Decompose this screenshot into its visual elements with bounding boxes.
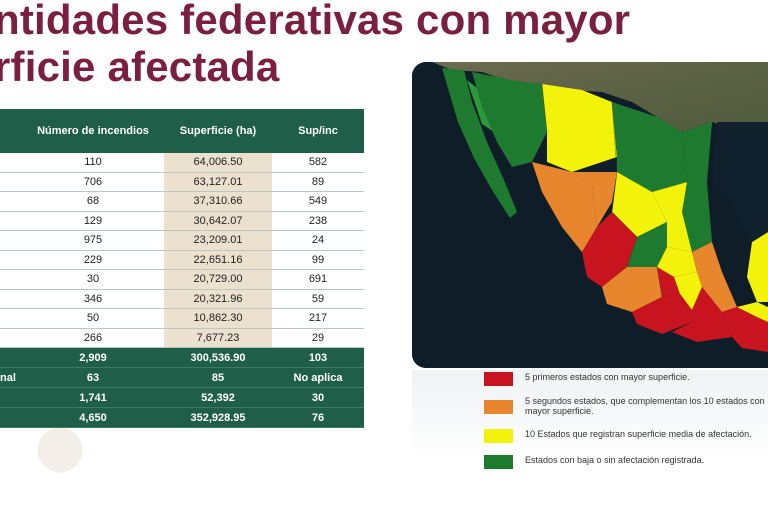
cell-incendios: 706 — [22, 172, 164, 192]
totals-incendios: 2,909 — [22, 347, 164, 368]
cell-incendios: 50 — [22, 308, 164, 329]
table-row: 346 20,321.96 59 — [0, 289, 364, 309]
legend-text-medium: 10 Estados que registran superficie medi… — [525, 429, 752, 439]
cell-superficie: 64,006.50 — [164, 153, 272, 173]
table-row: 30 20,729.00 691 — [0, 269, 364, 290]
totals-row: 1,741 52,392 30 — [0, 387, 364, 408]
totals-supinc: 103 — [272, 347, 364, 368]
totals-incendios: 63 — [22, 367, 164, 388]
legend-swatch-red — [484, 372, 513, 386]
cell-superficie: 37,310.66 — [164, 191, 272, 212]
totals-supinc: 76 — [272, 407, 364, 428]
cell-superficie: 63,127.01 — [164, 172, 272, 192]
mexico-map-graphic — [412, 62, 768, 368]
totals-incendios: 4,650 — [22, 407, 164, 428]
table-row: 129 30,642.07 238 — [0, 211, 364, 231]
cell-incendios: 975 — [22, 230, 164, 251]
cell-supinc: 549 — [272, 191, 364, 212]
legend-text-next5: 5 segundos estados, que complementan los… — [525, 396, 765, 416]
totals-incendios: 1,741 — [22, 387, 164, 408]
totals-label — [0, 387, 22, 408]
legend-swatch-orange — [484, 400, 513, 414]
table-row: 110 64,006.50 582 — [0, 153, 364, 173]
totals-supinc: No aplica — [272, 367, 364, 388]
cell-incendios: 266 — [22, 328, 164, 348]
cell-supinc: 238 — [272, 211, 364, 231]
totals-label — [0, 347, 22, 368]
cell-incendios: 229 — [22, 250, 164, 270]
table-header-row: Número de incendios Superficie (ha) Sup/… — [0, 109, 364, 153]
totals-label — [0, 407, 22, 428]
table-row: 975 23,209.01 24 — [0, 230, 364, 251]
totals-supinc: 30 — [272, 387, 364, 408]
cell-incendios: 129 — [22, 211, 164, 231]
cell-incendios: 30 — [22, 269, 164, 290]
cell-supinc: 691 — [272, 269, 364, 290]
title-line-2: rficie afectada — [0, 43, 280, 90]
cell-supinc: 89 — [272, 172, 364, 192]
table-row: 706 63,127.01 89 — [0, 172, 364, 192]
totals-superficie: 52,392 — [164, 387, 272, 408]
cell-incendios: 110 — [22, 153, 164, 173]
table-row: 50 10,862.30 217 — [0, 308, 364, 329]
header-superficie: Superficie (ha) — [164, 109, 272, 153]
legend-text-top5: 5 primeros estados con mayor superficie. — [525, 372, 690, 382]
cell-superficie: 20,729.00 — [164, 269, 272, 290]
map-reflection — [412, 370, 768, 460]
totals-label: nal — [0, 367, 22, 388]
mexico-map — [412, 62, 768, 368]
cell-supinc: 24 — [272, 230, 364, 251]
cell-superficie: 22,651.16 — [164, 250, 272, 270]
totals-row: 2,909 300,536.90 103 — [0, 347, 364, 368]
cell-supinc: 29 — [272, 328, 364, 348]
cell-superficie: 30,642.07 — [164, 211, 272, 231]
table-row: 266 7,677.23 29 — [0, 328, 364, 348]
legend-text-low: Estados con baja o sin afectación regist… — [525, 455, 705, 465]
cell-superficie: 20,321.96 — [164, 289, 272, 309]
header-incendios: Número de incendios — [22, 109, 164, 153]
cell-incendios: 346 — [22, 289, 164, 309]
legend-item-top5: 5 primeros estados con mayor superficie. — [484, 372, 765, 386]
totals-superficie: 352,928.95 — [164, 407, 272, 428]
cell-supinc: 59 — [272, 289, 364, 309]
table-row: 229 22,651.16 99 — [0, 250, 364, 270]
totals-superficie: 300,536.90 — [164, 347, 272, 368]
table-row: 68 37,310.66 549 — [0, 191, 364, 212]
cell-superficie: 7,677.23 — [164, 328, 272, 348]
cell-supinc: 99 — [272, 250, 364, 270]
title-line-1: ntidades federativas con mayor — [0, 0, 631, 43]
totals-row: nal 63 85 No aplica — [0, 367, 364, 388]
cell-incendios: 68 — [22, 191, 164, 212]
totals-superficie: 85 — [164, 367, 272, 388]
cell-supinc: 217 — [272, 308, 364, 329]
cell-superficie: 10,862.30 — [164, 308, 272, 329]
legend-swatch-yellow — [484, 429, 513, 443]
legend-item-low: Estados con baja o sin afectación regist… — [484, 455, 765, 469]
header-state — [0, 109, 22, 153]
legend-item-medium: 10 Estados que registran superficie medi… — [484, 429, 765, 443]
fires-table: Número de incendios Superficie (ha) Sup/… — [0, 109, 364, 428]
totals-row: 4,650 352,928.95 76 — [0, 407, 364, 428]
header-supinc: Sup/inc — [272, 109, 364, 153]
legend-item-next5: 5 segundos estados, que complementan los… — [484, 396, 765, 416]
legend-swatch-green — [484, 455, 513, 469]
cell-supinc: 582 — [272, 153, 364, 173]
slide-title: ntidades federativas con mayor rficie af… — [0, 0, 630, 90]
cell-superficie: 23,209.01 — [164, 230, 272, 251]
